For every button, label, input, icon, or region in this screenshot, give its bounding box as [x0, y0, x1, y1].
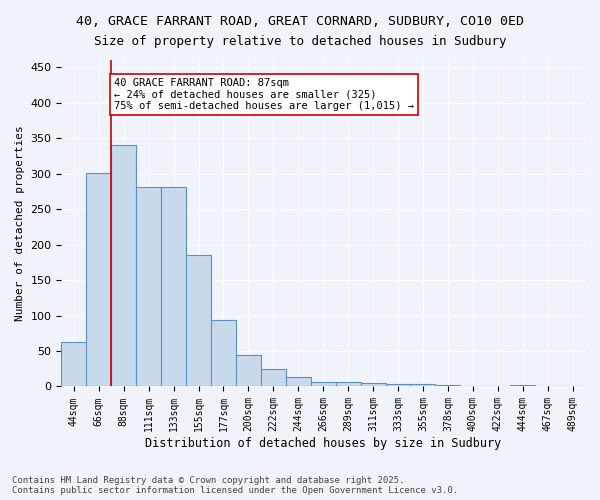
Bar	[186, 255, 211, 386]
Bar	[386, 384, 410, 386]
Text: Size of property relative to detached houses in Sudbury: Size of property relative to detached ho…	[94, 35, 506, 48]
Bar	[286, 376, 311, 386]
Bar	[436, 385, 460, 386]
Bar	[136, 187, 161, 386]
Bar	[261, 368, 286, 386]
Bar	[86, 173, 111, 386]
Bar	[361, 383, 386, 386]
Bar	[61, 342, 86, 386]
Bar	[236, 354, 261, 386]
Text: Contains HM Land Registry data © Crown copyright and database right 2025.
Contai: Contains HM Land Registry data © Crown c…	[12, 476, 458, 495]
Bar	[410, 384, 436, 386]
Y-axis label: Number of detached properties: Number of detached properties	[15, 126, 25, 321]
Bar	[211, 320, 236, 386]
Bar	[335, 382, 361, 386]
Bar	[311, 382, 335, 386]
X-axis label: Distribution of detached houses by size in Sudbury: Distribution of detached houses by size …	[145, 437, 502, 450]
Bar	[510, 385, 535, 386]
Bar	[111, 145, 136, 386]
Text: 40 GRACE FARRANT ROAD: 87sqm
← 24% of detached houses are smaller (325)
75% of s: 40 GRACE FARRANT ROAD: 87sqm ← 24% of de…	[114, 78, 414, 111]
Bar	[161, 187, 186, 386]
Text: 40, GRACE FARRANT ROAD, GREAT CORNARD, SUDBURY, CO10 0ED: 40, GRACE FARRANT ROAD, GREAT CORNARD, S…	[76, 15, 524, 28]
